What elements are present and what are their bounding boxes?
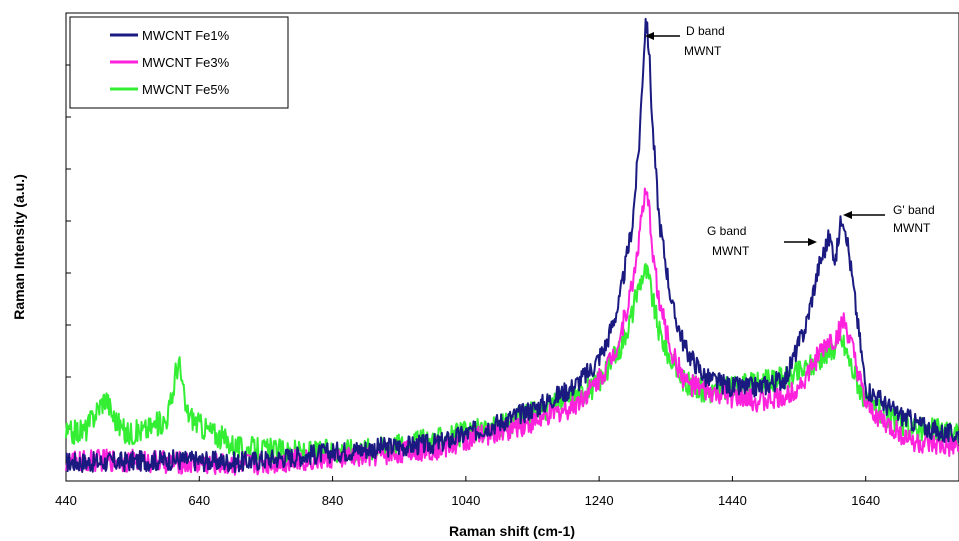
legend-box xyxy=(69,16,289,109)
annotation-d-band-line2: MWNT xyxy=(684,44,722,58)
annotation-g-prime-band-line1: G' band xyxy=(893,203,935,217)
annotation-g-band: G band MWNT xyxy=(707,224,817,258)
legend-label-fe3: MWCNT Fe3% xyxy=(142,55,230,70)
annotation-g-prime-band-arrowhead xyxy=(843,211,852,219)
x-tick-label: 840 xyxy=(322,493,344,508)
annotation-g-prime-band-line2: MWNT xyxy=(893,221,931,235)
x-axis-title: Raman shift (cm-1) xyxy=(449,523,575,539)
y-axis-title: Raman Intensity (a.u.) xyxy=(11,174,27,319)
annotation-d-band: D band MWNT xyxy=(645,24,725,58)
legend-label-fe1: MWCNT Fe1% xyxy=(142,28,230,43)
annotation-d-band-arrowhead xyxy=(645,32,654,40)
series-line-fe1 xyxy=(65,17,959,474)
legend-label-fe5: MWCNT Fe5% xyxy=(142,82,230,97)
x-tick-label: 1440 xyxy=(718,493,747,508)
legend: MWCNT Fe1% MWCNT Fe3% MWCNT Fe5% xyxy=(69,16,289,109)
annotation-g-band-arrowhead xyxy=(808,238,817,246)
annotation-g-band-line1: G band xyxy=(707,224,746,238)
x-tick-label: 1040 xyxy=(451,493,480,508)
annotation-g-band-line2: MWNT xyxy=(712,244,750,258)
x-tick-label: 440 xyxy=(55,493,77,508)
annotation-d-band-line1: D band xyxy=(686,24,725,38)
x-tick-label: 1640 xyxy=(851,493,880,508)
series-layer xyxy=(65,17,959,476)
x-axis-ticks: 440 640 840 1040 1240 1440 1640 xyxy=(55,476,880,508)
series-line-fe3 xyxy=(65,187,959,476)
annotation-g-prime-band: G' band MWNT xyxy=(843,203,935,235)
x-tick-label: 1240 xyxy=(585,493,614,508)
x-tick-label: 640 xyxy=(188,493,210,508)
